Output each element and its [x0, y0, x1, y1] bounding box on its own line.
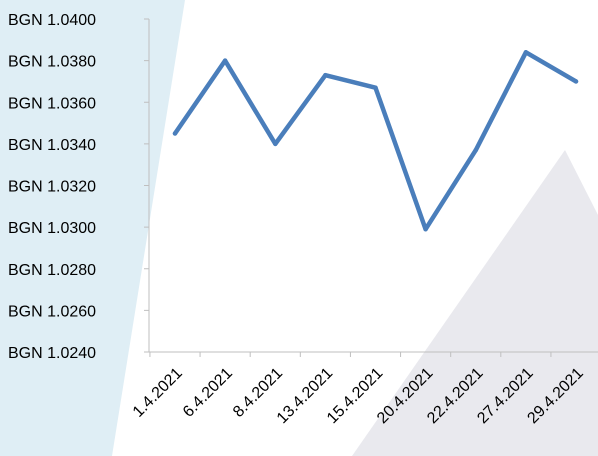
- y-tick-label: BGN 1.0320: [8, 179, 96, 196]
- watermark-right-shape: [352, 150, 598, 456]
- y-tick-label: BGN 1.0400: [8, 12, 96, 29]
- x-tick-label: 1.4.2021: [130, 365, 186, 421]
- y-tick-label: BGN 1.0240: [8, 345, 96, 362]
- y-tick-label: BGN 1.0280: [8, 262, 96, 279]
- y-tick-label: BGN 1.0340: [8, 137, 96, 154]
- y-tick-label: BGN 1.0260: [8, 303, 96, 320]
- y-tick-label: BGN 1.0300: [8, 220, 96, 237]
- data-point: [373, 85, 378, 90]
- data-point: [222, 58, 228, 63]
- data-point: [323, 72, 328, 78]
- data-point: [423, 227, 428, 232]
- y-axis-ticks: BGN 1.0240 BGN 1.0260 BGN 1.0280 BGN 1.0300…: [8, 12, 149, 362]
- data-point: [273, 141, 278, 147]
- y-tick-label: BGN 1.0380: [8, 54, 96, 71]
- series-layer: [172, 50, 579, 232]
- data-point: [523, 50, 529, 55]
- watermark-left-shape: [0, 0, 185, 456]
- series-line: [172, 50, 579, 232]
- data-point: [473, 147, 478, 153]
- x-tick-label: 6.4.2021: [180, 365, 236, 421]
- y-tick-label: BGN 1.0360: [8, 95, 96, 112]
- data-point: [573, 79, 579, 84]
- data-point: [172, 131, 178, 136]
